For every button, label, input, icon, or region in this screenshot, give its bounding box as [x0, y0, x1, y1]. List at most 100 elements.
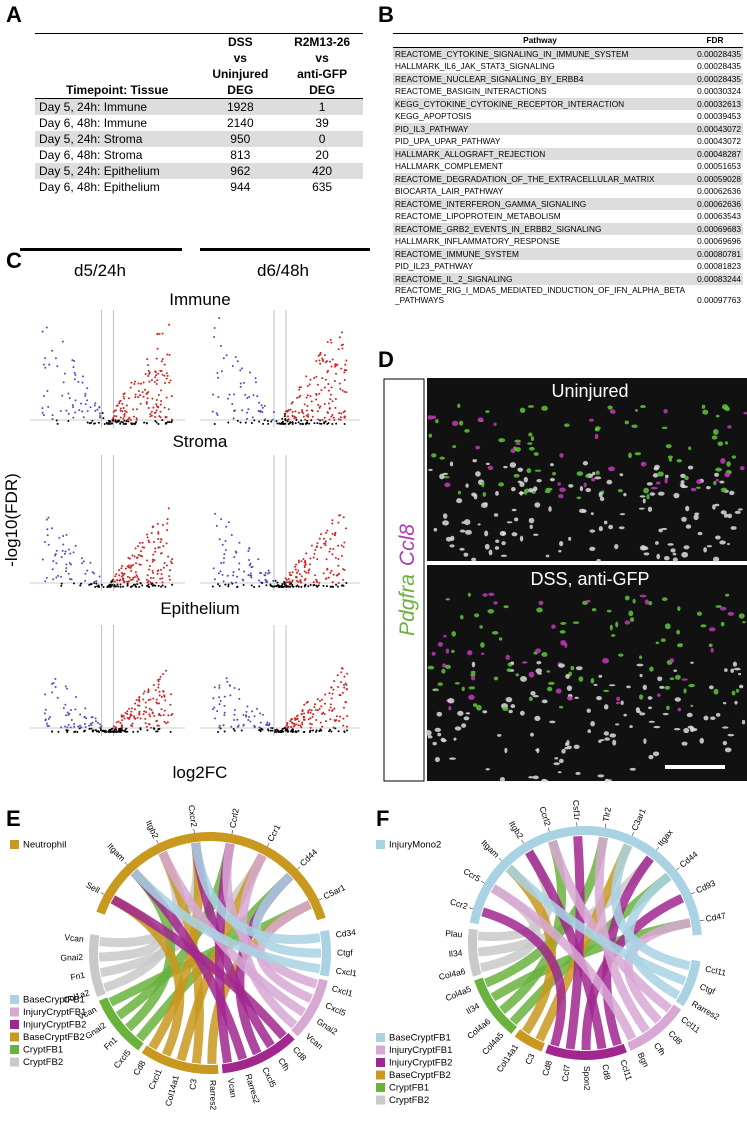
volcano-dot — [310, 419, 313, 422]
tick — [547, 827, 550, 832]
volcano-dot — [341, 667, 344, 670]
cell: 0.00062636 — [697, 198, 741, 209]
volcano-dot — [236, 718, 239, 721]
gene-label: Cxcl5 — [111, 1047, 132, 1070]
volcano-dot — [84, 572, 87, 575]
volcano-dot — [297, 724, 300, 727]
volcano-dot — [329, 398, 332, 401]
cell-signal — [440, 737, 446, 742]
volcano-dot — [341, 347, 344, 350]
volcano-dot — [171, 583, 174, 586]
column-bar — [200, 248, 370, 251]
cell-signal — [457, 490, 461, 495]
cell-signal — [529, 446, 535, 451]
volcano-dot — [166, 529, 169, 532]
volcano-dot — [165, 564, 168, 567]
cell-signal — [714, 472, 720, 477]
cell-signal — [683, 545, 690, 550]
cell-signal — [628, 452, 632, 459]
cell-signal — [460, 614, 464, 620]
cell-signal — [669, 677, 675, 681]
volcano-dot — [307, 585, 310, 588]
cell-signal — [558, 494, 564, 499]
volcano-dot — [67, 392, 70, 395]
cell-signal — [606, 609, 612, 613]
volcano-dot — [330, 415, 333, 418]
cell: PID_IL23_PATHWAY — [395, 261, 474, 272]
volcano-dot — [319, 546, 322, 549]
row: PID_IL23_PATHWAY 0.00081823 — [393, 260, 743, 273]
tick — [193, 829, 195, 834]
volcano-dot — [137, 554, 140, 557]
gene-label: Cxcr2 — [186, 804, 199, 828]
volcano-dot — [119, 578, 122, 581]
cell-signal — [589, 529, 596, 533]
volcano-dot — [166, 518, 169, 521]
cell-signal — [475, 445, 481, 450]
volcano-dot — [83, 722, 86, 725]
cell-signal — [623, 713, 627, 717]
volcano-dot — [336, 363, 339, 366]
cell-signal — [464, 429, 470, 433]
volcano-dot — [321, 377, 324, 380]
volcano-dot — [331, 708, 334, 711]
volcano-dot — [334, 363, 337, 366]
gene-label: Vcan — [226, 1078, 239, 1099]
cell-signal — [609, 624, 613, 631]
cell-signal — [683, 688, 687, 694]
cell-signal — [477, 523, 481, 526]
volcano-dot — [127, 397, 130, 400]
volcano-dot — [340, 671, 343, 674]
cell-signal — [585, 599, 591, 603]
volcano-dot — [155, 403, 158, 406]
volcano-dot — [47, 725, 50, 728]
volcano-dot — [134, 547, 137, 550]
cell-signal — [467, 592, 471, 597]
volcano-dot — [94, 402, 97, 405]
volcano-dot — [241, 409, 244, 412]
volcano-dot — [165, 669, 168, 672]
volcano-dot — [56, 696, 59, 699]
gene-label: Cd44 — [678, 849, 700, 870]
volcano-dot — [139, 402, 142, 405]
volcano-dot — [260, 404, 263, 407]
volcano-dot — [142, 698, 145, 701]
volcano-dot — [292, 725, 295, 728]
volcano-dot — [151, 569, 154, 572]
cell-signal — [652, 473, 659, 478]
cell-signal — [636, 663, 644, 667]
volcano-dot — [166, 721, 169, 724]
volcano-dot — [227, 521, 230, 524]
volcano-dot — [148, 372, 151, 375]
cell-signal — [677, 644, 683, 648]
cell-signal — [532, 775, 539, 780]
volcano-dot — [227, 421, 230, 424]
volcano-dot — [302, 557, 305, 560]
cell-signal — [626, 685, 631, 689]
volcano-dot — [339, 416, 342, 419]
volcano-dot — [88, 422, 91, 425]
volcano-dot — [62, 707, 65, 710]
volcano-dot — [323, 402, 326, 405]
gene-label: Fn1 — [70, 970, 86, 982]
cell-signal — [599, 496, 605, 502]
cell-signal — [439, 473, 445, 480]
volcano-dot — [128, 716, 131, 719]
volcano-dot — [160, 585, 163, 588]
row: HALLMARK_COMPLEMENT 0.00051653 — [393, 160, 743, 173]
volcano-dot — [280, 584, 283, 587]
volcano-dot — [114, 409, 117, 412]
volcano-dot — [273, 730, 276, 733]
volcano-dot — [259, 712, 262, 715]
volcano-dot — [119, 407, 122, 410]
cell-signal — [722, 740, 728, 746]
volcano-dot — [290, 729, 293, 732]
cell-signal — [517, 480, 523, 484]
volcano-dot — [323, 702, 326, 705]
tick — [631, 832, 634, 837]
cell-signal — [488, 549, 493, 556]
volcano-dot — [216, 413, 219, 416]
chord-ribbon — [481, 907, 566, 1047]
volcano-dot — [229, 694, 232, 697]
volcano-dot — [66, 711, 69, 714]
